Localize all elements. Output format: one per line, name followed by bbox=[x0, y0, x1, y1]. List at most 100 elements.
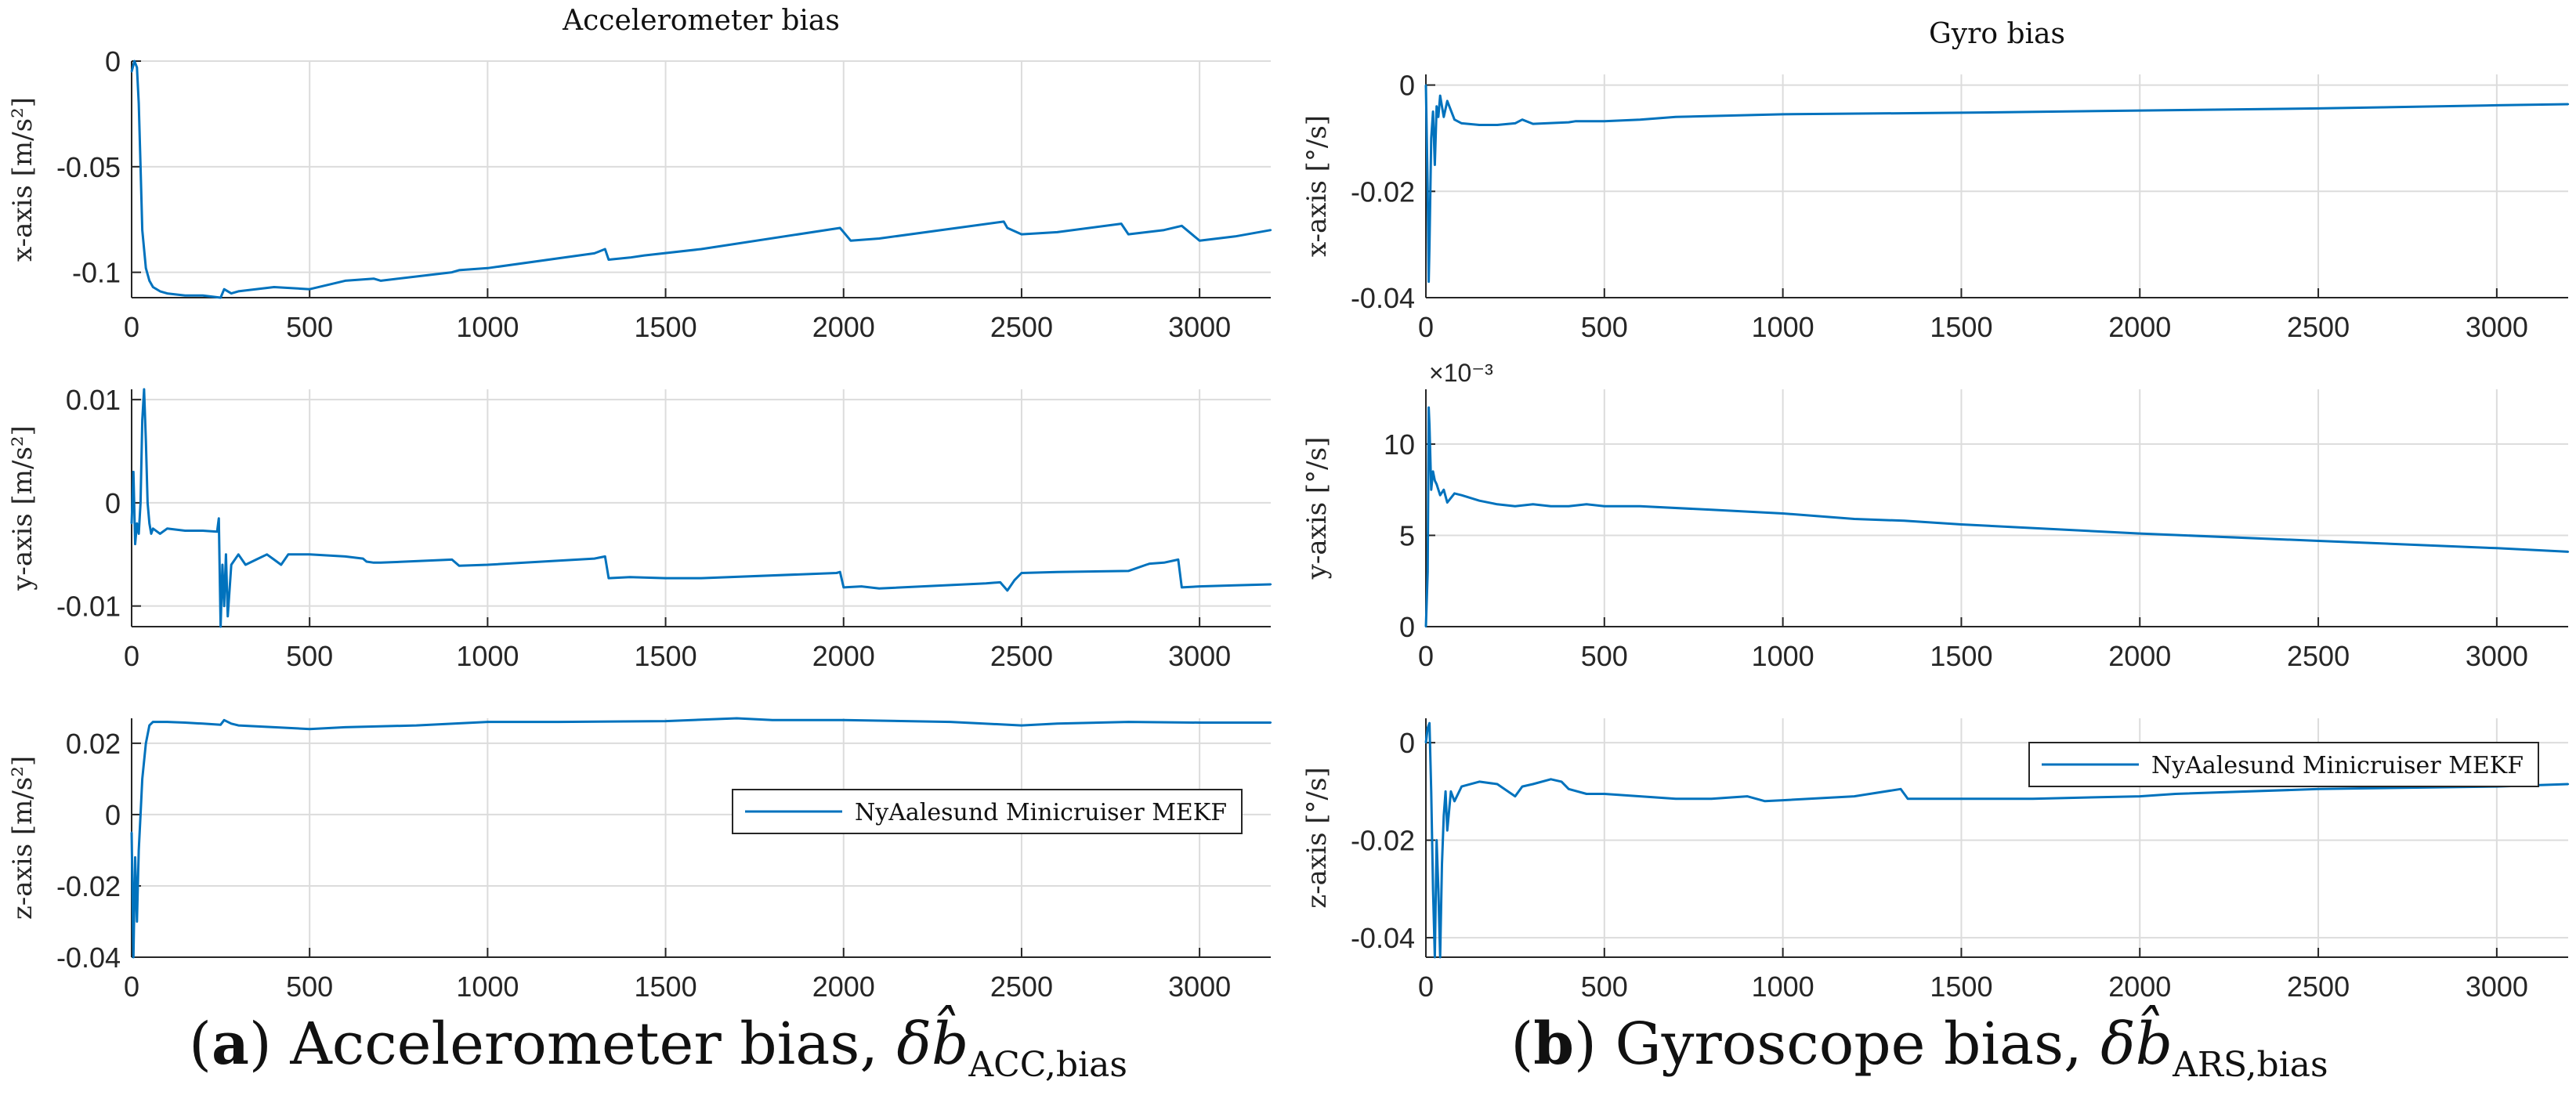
plot-5-series-0-point-6 bbox=[1434, 479, 1436, 482]
plot-3-series-0-point-27 bbox=[842, 719, 845, 721]
plot-3-xtick-label-3: 1500 bbox=[635, 971, 697, 1003]
plot-1-series-0-point-20 bbox=[372, 277, 375, 280]
plot-4-series-0-point-10 bbox=[1442, 116, 1445, 118]
plot-4-series-0-point-28 bbox=[2495, 104, 2498, 107]
plot-5-series-0-point-2 bbox=[1427, 407, 1430, 409]
plot-1-xtick-label-1: 500 bbox=[286, 311, 333, 343]
plot-6-series-0-point-26 bbox=[1639, 795, 1641, 797]
plot-3-series-0-point-19 bbox=[308, 728, 311, 730]
plot-6-legend-label: NyAalesund Minicruiser MEKF bbox=[2151, 752, 2524, 779]
plot-3-series-0-point-12 bbox=[183, 721, 186, 724]
plot-1-series-0-point-38 bbox=[1056, 231, 1058, 233]
plot-4-series-0-point-3 bbox=[1428, 243, 1431, 246]
plot-3-xtick-label-4: 2000 bbox=[812, 971, 875, 1003]
plot-5-series-0-point-28 bbox=[2317, 540, 2320, 542]
plot-4-series-0-point-14 bbox=[1478, 124, 1481, 126]
plot-2-xtick-label-5: 2500 bbox=[990, 640, 1053, 672]
plot-1-series-0-point-3 bbox=[137, 102, 140, 105]
plot-1-ytick-label-2: -0.1 bbox=[72, 257, 121, 289]
plot-1-series-0-point-43 bbox=[1198, 239, 1201, 242]
plot-1-series-0-point-1 bbox=[133, 60, 136, 63]
plot-6-series-0-point-6 bbox=[1435, 839, 1438, 841]
plot-6-series-0-point-36 bbox=[2031, 797, 2034, 800]
plot-2-ytick-label-0: 0.01 bbox=[66, 384, 121, 416]
plot-5-series-0-point-1 bbox=[1427, 570, 1429, 573]
plot-6-series-0-point-39 bbox=[2317, 788, 2320, 790]
plot-6-series-0-point-41 bbox=[2567, 783, 2570, 786]
plot-5-series-0-point-8 bbox=[1439, 493, 1442, 497]
plot-2-series-0-point-36 bbox=[365, 560, 368, 563]
plot-4-ytick-label-0: 0 bbox=[1399, 70, 1415, 102]
plot-1-ytick-label-0: 0 bbox=[105, 45, 121, 78]
plot-4-xtick-label-2: 1000 bbox=[1752, 311, 1814, 343]
plot-4-ytick-label-1: -0.02 bbox=[1351, 175, 1415, 208]
plot-3-ylabel: z-axis [m/s²] bbox=[7, 756, 38, 920]
plot-5-series-0-point-15 bbox=[1514, 504, 1517, 508]
plot-2-series-0-point-12 bbox=[152, 527, 154, 530]
plot-1-series-0-point-39 bbox=[1120, 222, 1123, 225]
plot-2-series-0-point-24 bbox=[226, 615, 229, 618]
plot-6-series-0-point-14 bbox=[1453, 800, 1456, 803]
plot-6-xtick-label-3: 1500 bbox=[1930, 971, 1992, 1003]
plot-5-series-0-point-16 bbox=[1532, 503, 1534, 506]
plot-6-series-0-point-31 bbox=[1782, 799, 1784, 801]
plot-2-series-0-point-34 bbox=[344, 555, 346, 558]
plot-1-series-0-point-17 bbox=[273, 286, 275, 288]
plot-3-series-0-point-8 bbox=[148, 724, 150, 727]
plot-4-series-0-point-7 bbox=[1435, 105, 1438, 107]
plot-2-series-0-point-7 bbox=[143, 388, 146, 391]
plot-4-series-0-point-20 bbox=[1575, 120, 1577, 122]
plot-1-series-0-point-33 bbox=[849, 239, 852, 242]
plot-2-series-0-point-25 bbox=[230, 563, 233, 566]
plot-5-series-0-point-17 bbox=[1550, 504, 1552, 508]
plot-2-series-0-point-6 bbox=[141, 419, 143, 421]
plot-3-legend-label: NyAalesund Minicruiser MEKF bbox=[855, 799, 1227, 826]
plot-5-ytick-label-0: 0 bbox=[1399, 611, 1415, 643]
plot-6-series-0-point-21 bbox=[1550, 778, 1552, 781]
plot-4-series-0-point-18 bbox=[1532, 122, 1534, 125]
plot-4-xtick-label-0: 0 bbox=[1418, 311, 1434, 343]
plot-1-series-0-point-4 bbox=[139, 165, 142, 168]
caption-a-text: Accelerometer bias, bbox=[290, 1010, 897, 1078]
plot-2-xtick-label-2: 1000 bbox=[456, 640, 519, 672]
plot-5-series-0-point-14 bbox=[1496, 503, 1499, 506]
plot-5-series-0-point-13 bbox=[1478, 499, 1481, 502]
plot-3-series-0-point-0 bbox=[130, 831, 133, 833]
plot-2-series-0-point-33 bbox=[308, 553, 311, 555]
plot-5-ytick-label-2: 10 bbox=[1384, 428, 1415, 461]
plot-3-series-0-point-33 bbox=[1269, 721, 1272, 724]
plot-4-series-0-point-9 bbox=[1439, 94, 1442, 97]
plot-2-series-0-point-45 bbox=[628, 576, 631, 578]
plot-2-series-0-point-38 bbox=[379, 562, 382, 564]
caption-a-symbol: δb̂ bbox=[896, 1010, 969, 1078]
plot-2-series-0-point-29 bbox=[266, 553, 268, 555]
plot-1-series-0-point-7 bbox=[148, 280, 150, 282]
plot-5-series-0-point-26 bbox=[1960, 523, 1963, 526]
plot-5-series-0-point-12 bbox=[1460, 493, 1463, 497]
plot-4-ylabel: x-axis [°/s] bbox=[1301, 115, 1333, 257]
plot-2-series-0-point-65 bbox=[1198, 585, 1201, 587]
plot-3-series-0-point-20 bbox=[344, 726, 346, 728]
plot-2-series-0-point-3 bbox=[136, 522, 139, 525]
plot-5-series-0-point-5 bbox=[1431, 470, 1435, 473]
plot-6-series-0-point-29 bbox=[1746, 795, 1749, 797]
plot-6-series-0-point-20 bbox=[1532, 783, 1534, 786]
plot-4-xtick-label-3: 1500 bbox=[1930, 311, 1992, 343]
plot-4-series-0-point-23 bbox=[1674, 116, 1677, 118]
plot-4-series-0-point-15 bbox=[1496, 124, 1499, 126]
plot-1-series-0-point-23 bbox=[458, 269, 461, 272]
plot-2-series-0-point-30 bbox=[273, 558, 275, 561]
plot-1-series-0-point-0 bbox=[130, 70, 133, 73]
caption-b-letter: b bbox=[1533, 1010, 1575, 1078]
plot-4-series-0-point-2 bbox=[1427, 280, 1430, 283]
plot-1-series-0-point-42 bbox=[1181, 225, 1183, 227]
plot-5-series-0-point-21 bbox=[1639, 504, 1641, 508]
plot-1-series-0-point-2 bbox=[136, 66, 139, 69]
plot-3-xtick-label-5: 2500 bbox=[990, 971, 1053, 1003]
plot-5-series-0-point-25 bbox=[1903, 519, 1905, 522]
plot-2-xtick-label-6: 3000 bbox=[1168, 640, 1231, 672]
plot-2-series-0-point-54 bbox=[999, 581, 1001, 584]
plot-1-series-0-point-37 bbox=[1020, 233, 1023, 236]
plot-2-series-0-point-9 bbox=[147, 501, 149, 504]
